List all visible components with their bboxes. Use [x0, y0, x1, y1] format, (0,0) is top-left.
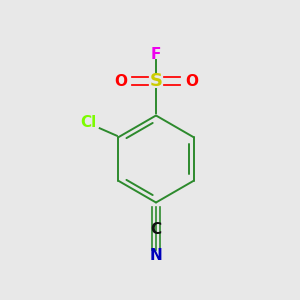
Text: S: S: [149, 72, 163, 90]
Text: C: C: [150, 222, 162, 237]
Text: O: O: [185, 74, 198, 88]
Text: F: F: [151, 47, 161, 62]
Text: O: O: [114, 74, 127, 88]
Text: Cl: Cl: [80, 115, 97, 130]
Text: N: N: [150, 248, 162, 262]
